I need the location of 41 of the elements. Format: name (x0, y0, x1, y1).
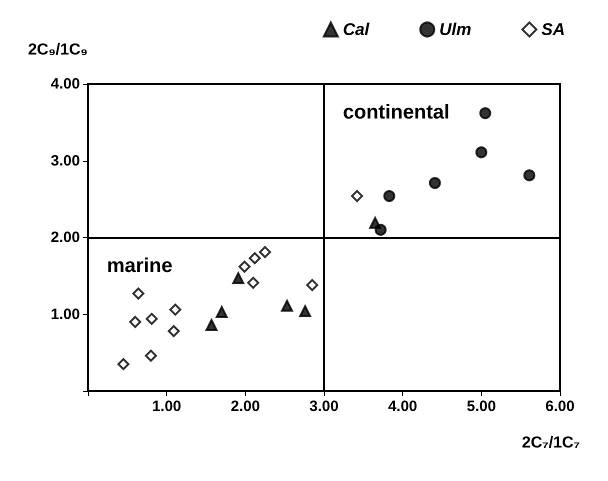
point (146, 312, 158, 325)
legend-label: Ulm (439, 20, 472, 39)
x-tick-label: 2.00 (230, 398, 260, 415)
point (479, 107, 492, 120)
y-tick-label: 1.00 (50, 306, 80, 323)
point (247, 276, 260, 289)
point (168, 325, 180, 338)
point (132, 288, 144, 300)
x-tick-label: 5.00 (466, 398, 496, 415)
x-tick-label: 4.00 (388, 398, 418, 415)
x-tick-label: 6.00 (545, 398, 575, 415)
point (281, 300, 294, 312)
point (238, 260, 251, 273)
point (216, 306, 228, 318)
point (383, 190, 396, 202)
point (351, 190, 364, 202)
legend-label: Cal (342, 20, 371, 39)
x-tick-label: 3.00 (309, 398, 339, 415)
point (248, 252, 261, 264)
point (306, 279, 318, 292)
y-tick-label: 2.00 (50, 229, 80, 246)
annotation: continental (342, 101, 450, 124)
point (129, 316, 142, 328)
x-axis-title: 2C₇/1C₇ (522, 434, 580, 452)
point (428, 177, 441, 190)
y-axis-title: 2C₉/1C₉ (28, 42, 88, 58)
point (169, 304, 182, 316)
y-tick-label: 4.00 (50, 76, 80, 92)
x-tick-label: 1.00 (152, 398, 182, 415)
legend-label: SA (541, 20, 566, 39)
point (232, 272, 244, 284)
annotation: marine (106, 254, 172, 277)
point (374, 224, 387, 236)
point (206, 318, 218, 331)
point (299, 305, 312, 318)
point (259, 246, 271, 258)
point (144, 350, 157, 362)
y-tick-label: 3.00 (50, 152, 80, 170)
point (523, 169, 536, 182)
point (475, 146, 488, 158)
point (117, 358, 130, 370)
